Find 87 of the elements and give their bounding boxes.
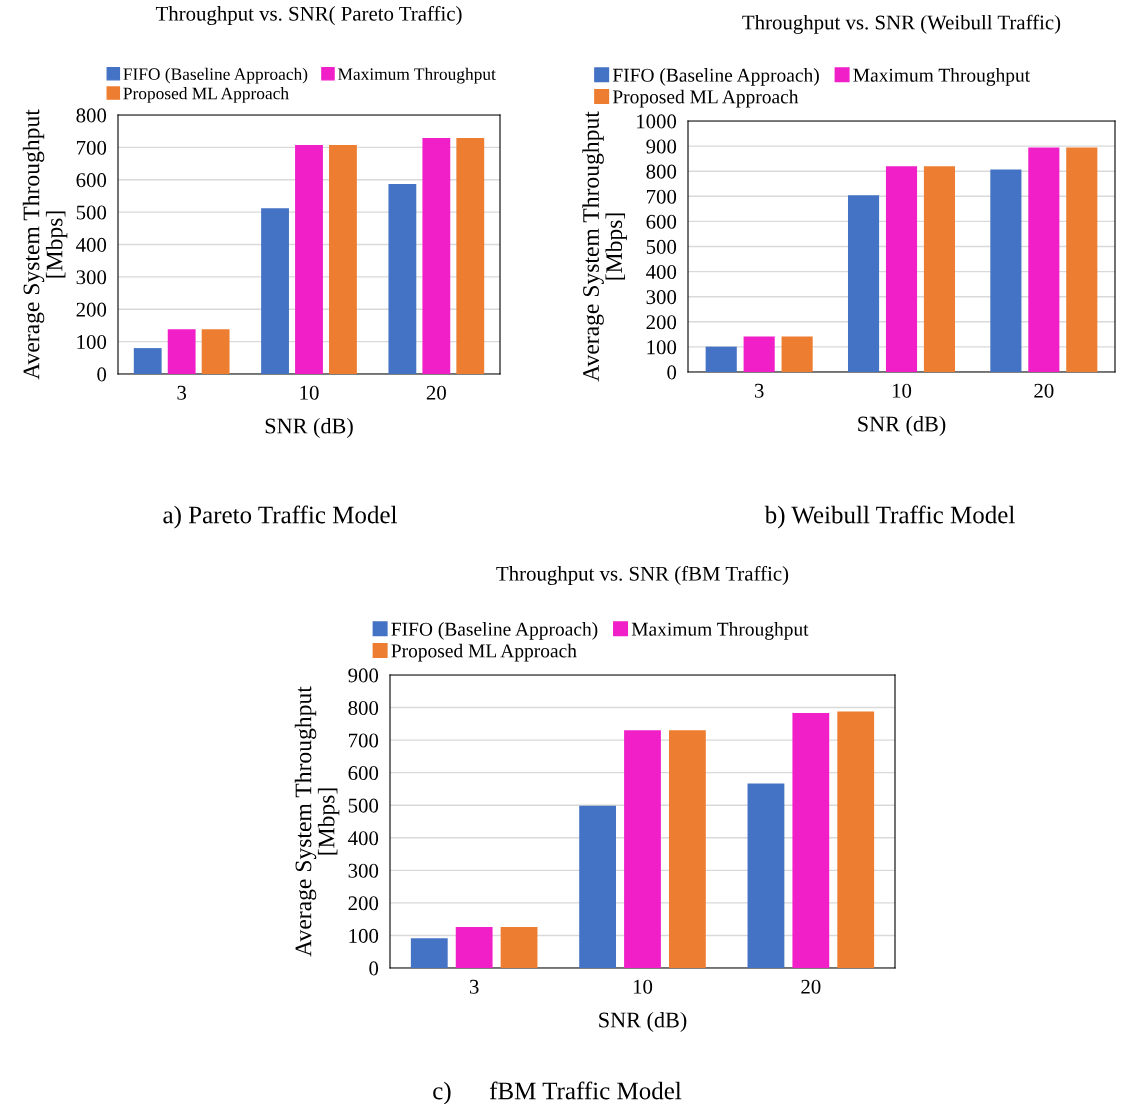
y-tick-label: 400: [348, 831, 379, 846]
bar: [500, 926, 538, 968]
x-axis-title: SNR (dB): [265, 417, 353, 439]
x-tick-label: 3: [754, 383, 764, 398]
y-tick-label: 300: [646, 290, 677, 305]
bar: [792, 713, 830, 968]
y-tick-label: 300: [76, 270, 107, 285]
y-axis-title: Average System Throughput [Mbps]: [22, 109, 68, 380]
chart-title: Throughput vs. SNR( Pareto Traffic): [155, 5, 462, 26]
bar: [747, 783, 785, 968]
bar: [923, 166, 956, 372]
legend-label: Maximum Throughput: [338, 67, 496, 84]
legend-label: Proposed ML Approach: [612, 89, 799, 108]
y-tick-label: 700: [349, 733, 379, 748]
bar: [133, 348, 162, 374]
chart-title: Throughput vs. SNR (Weibull Traffic): [742, 14, 1061, 34]
y-tick-label: 900: [646, 139, 677, 154]
bar: [847, 195, 880, 372]
legend-label: Proposed ML Approach: [123, 87, 289, 103]
y-tick-label: 600: [646, 214, 677, 229]
y-tick-label: 0: [667, 365, 677, 380]
bar: [329, 145, 357, 374]
bar: [837, 711, 875, 968]
x-tick-label: 10: [633, 979, 653, 994]
bar: [885, 166, 918, 372]
bar: [781, 336, 813, 372]
legend-label: FIFO (Baseline Approach): [123, 67, 308, 84]
bar: [1066, 147, 1098, 372]
bar: [295, 145, 323, 374]
legend-label: FIFO (Baseline Approach): [612, 68, 819, 86]
y-tick-label: 200: [348, 896, 379, 911]
y-tick-label: 800: [76, 108, 107, 123]
legend-label: Maximum Throughput: [853, 68, 1031, 86]
y-tick-label: 700: [647, 189, 677, 204]
chart-title: Throughput vs. SNR (fBM Traffic): [496, 565, 789, 586]
legend-label: FIFO (Baseline Approach): [391, 622, 598, 640]
x-tick-label: 10: [300, 385, 319, 400]
y-tick-label: 300: [348, 863, 379, 878]
y-tick-label: 500: [646, 239, 677, 254]
y-tick-label: 200: [646, 315, 677, 330]
x-axis-title: SNR (dB): [599, 1011, 687, 1033]
x-tick-label: 10: [892, 383, 912, 398]
bar: [422, 137, 451, 374]
bar: [579, 805, 617, 968]
legend-label: Proposed ML Approach: [391, 643, 577, 662]
bar: [624, 730, 661, 968]
y-tick-label: 400: [76, 237, 107, 252]
y-tick-label: 600: [348, 766, 379, 781]
y-axis-title: Average System Throughput [Mbps]: [582, 111, 627, 382]
bar: [388, 183, 417, 374]
bar: [455, 926, 493, 968]
y-tick-label: 1000: [637, 114, 677, 129]
bar: [167, 329, 196, 374]
text: c) fBM Traffic Model: [433, 1081, 682, 1104]
bar: [456, 137, 485, 374]
y-tick-label: 700: [77, 140, 107, 155]
x-tick-label: 20: [1034, 383, 1054, 398]
y-tick-label: 600: [76, 173, 107, 188]
bar: [261, 208, 289, 374]
x-axis-title: SNR (dB): [858, 415, 946, 437]
bar: [1028, 147, 1060, 372]
text: a) Pareto Traffic Model: [163, 505, 397, 529]
bar: [743, 336, 775, 372]
y-tick-label: 100: [647, 340, 677, 355]
bar: [668, 730, 706, 968]
y-axis-title: Average System Throughput [Mbps]: [294, 686, 340, 957]
text: b) Weibull Traffic Model: [764, 505, 1015, 529]
legend-label: Maximum Throughput: [631, 622, 809, 640]
y-tick-label: 500: [348, 798, 379, 813]
y-tick-label: 500: [76, 205, 107, 220]
y-tick-label: 0: [97, 367, 107, 382]
y-tick-label: 400: [646, 264, 677, 280]
x-tick-label: 3: [177, 385, 187, 400]
bar: [705, 346, 737, 372]
x-tick-label: 3: [469, 979, 479, 994]
y-tick-label: 200: [76, 302, 107, 317]
y-tick-label: 100: [77, 335, 107, 350]
x-tick-label: 20: [426, 385, 446, 400]
x-tick-label: 20: [801, 979, 821, 994]
bar: [201, 329, 230, 374]
bar: [410, 938, 448, 968]
y-tick-label: 800: [646, 164, 677, 179]
y-tick-label: 0: [369, 961, 379, 976]
y-tick-label: 900: [348, 668, 379, 683]
y-tick-label: 100: [349, 928, 379, 943]
bar: [990, 169, 1022, 372]
y-tick-label: 800: [348, 700, 379, 715]
